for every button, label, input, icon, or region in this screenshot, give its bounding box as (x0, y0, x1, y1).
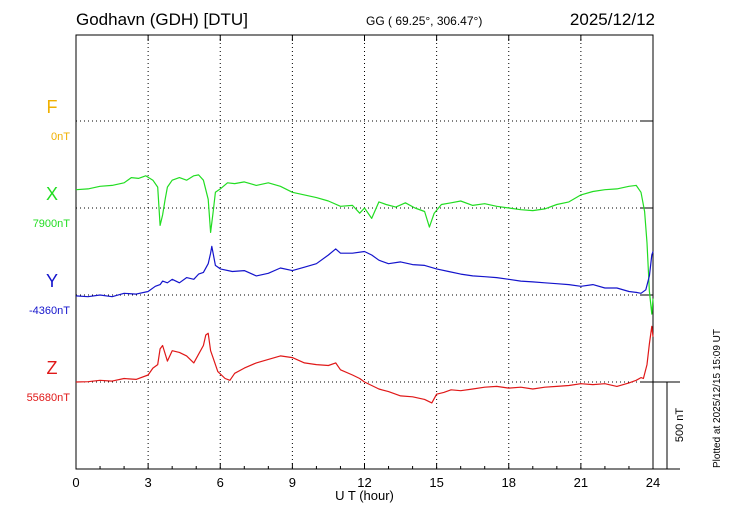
channel-labels: F 0nT X 7900nT Y -4360nT Z 55680nT (27, 97, 71, 404)
station-title: Godhavn (GDH) [DTU] (76, 10, 248, 29)
channel-label-y: Y (46, 271, 58, 291)
plotted-timestamp: Plotted at 2025/12/15 15:09 UT (712, 329, 723, 468)
baseline-label-f: 0nT (51, 131, 70, 143)
plot-date: 2025/12/12 (569, 10, 655, 29)
grid (76, 35, 653, 469)
series-line-z (75, 325, 654, 404)
baselines (641, 120, 653, 383)
series-line-x (75, 174, 654, 315)
x-tick-label: 0 (72, 475, 79, 490)
scale-bar: 500 nT (653, 381, 686, 470)
series-line-y (75, 245, 654, 298)
x-tick-label: 3 (145, 475, 152, 490)
channel-label-z: Z (47, 358, 58, 378)
station-coordinates: GG ( 69.25°, 306.47°) (366, 14, 483, 28)
x-axis-label: U T (hour) (335, 488, 394, 503)
channel-label-f: F (47, 97, 58, 117)
baseline-label-z: 55680nT (27, 392, 71, 404)
x-tick-label: 12 (357, 475, 371, 490)
scale-bar-label: 500 nT (674, 408, 686, 443)
x-axis-ticks: 0 3 6 9 12 15 18 21 24 (72, 35, 660, 490)
x-tick-label: 21 (574, 475, 588, 490)
baseline-label-y: -4360nT (29, 305, 70, 317)
x-tick-label: 15 (429, 475, 443, 490)
x-tick-label: 24 (646, 475, 660, 490)
x-tick-label: 9 (289, 475, 296, 490)
x-tick-label: 6 (217, 475, 224, 490)
x-tick-label: 18 (502, 475, 516, 490)
channel-label-x: X (46, 184, 58, 204)
baseline-label-x: 7900nT (33, 218, 71, 230)
series-lines (75, 174, 654, 404)
